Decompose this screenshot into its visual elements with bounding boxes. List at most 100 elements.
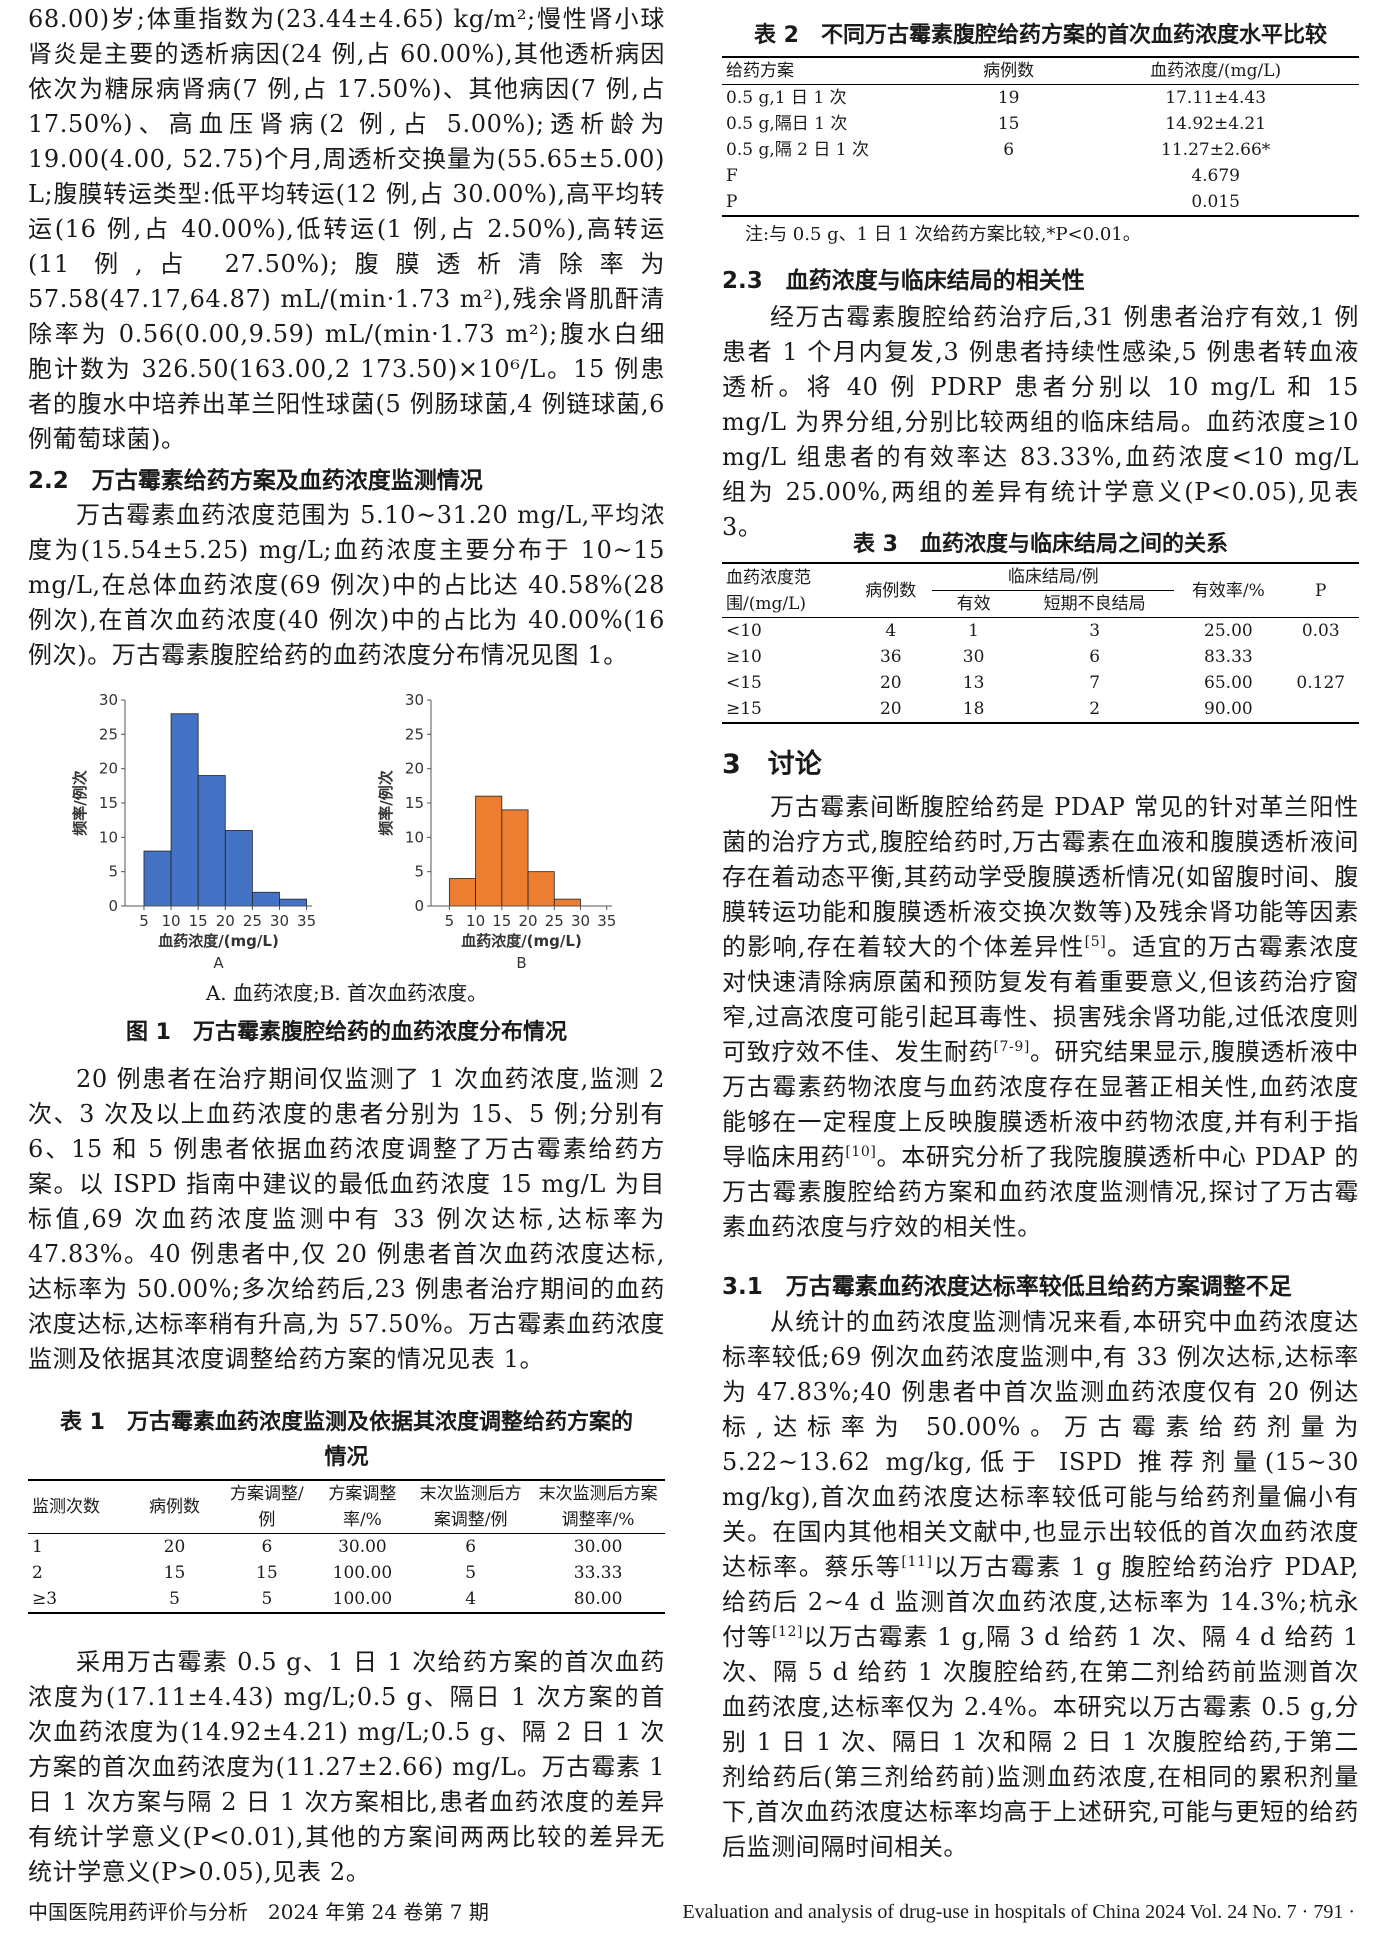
- y-tick-label: 25: [99, 725, 118, 743]
- table-cell: 19: [997, 88, 1020, 108]
- y-tick-label: 5: [108, 863, 118, 881]
- table-header: 末次监测后方案调整率/%: [538, 1484, 658, 1530]
- section-heading: 2.3 血药浓度与临床结局的相关性: [722, 268, 1085, 294]
- table-cell: 33.33: [573, 1563, 623, 1583]
- table-cell: 0.5 g,1 日 1 次: [726, 88, 847, 108]
- table-header: 临床结局/例: [932, 563, 1175, 591]
- figure: 0 5 10 15 20 25 30 5 10 15 20 25 30 35 血药浓度/(mg/L) A 频率/…: [71, 691, 616, 972]
- x-tick-label: 15: [492, 912, 511, 930]
- table-cell: 30.00: [573, 1537, 623, 1557]
- table-header: 血药浓度范围/(mg/L): [726, 567, 811, 614]
- table: 监测次数 病例数 方案调整/例 方案调整率/% 末次监测后方案调整/例 末次监测…: [28, 1479, 665, 1614]
- table-cell: [945, 189, 1072, 216]
- x-tick-label: 20: [216, 912, 235, 930]
- x-tick-label: 5: [139, 912, 149, 930]
- bar: [170, 713, 199, 907]
- table-row: F 4.679: [722, 163, 1359, 189]
- table-cell: 17.11±4.43: [1165, 88, 1267, 108]
- table-cell: 6: [1089, 647, 1101, 667]
- table-cell: 18: [962, 699, 985, 719]
- table-cell: 1: [32, 1537, 43, 1557]
- table-note: 注:与 0.5 g、1 日 1 次给药方案比较,*P<0.01。: [745, 224, 1141, 245]
- table-cell: 90.00: [1204, 699, 1253, 719]
- table-cell: 2: [1089, 699, 1101, 719]
- table-cell: 0.5 g,隔日 1 次: [726, 114, 848, 134]
- table-cell: 0.03: [1301, 621, 1340, 641]
- table-cell: 2: [32, 1563, 43, 1583]
- table-row: <15 20 13 7 65.00 0.127: [722, 670, 1359, 696]
- x-tick-label: 5: [445, 912, 455, 930]
- y-tick-label: 10: [99, 828, 118, 846]
- table-row: 0.5 g,隔 2 日 1 次 6 11.27±2.66*: [722, 137, 1359, 163]
- table-cell: <15: [726, 673, 762, 693]
- x-tick-label: 30: [270, 912, 289, 930]
- table-cell: [945, 163, 1072, 189]
- table-row: 0.5 g,1 日 1 次 19 17.11±4.43: [722, 85, 1359, 112]
- table-cell: 5: [169, 1589, 180, 1609]
- table-title: 表 1 万古霉素血药浓度监测及依据其浓度调整给药方案的情况: [60, 1410, 633, 1470]
- table-header: 监测次数: [32, 1497, 100, 1517]
- x-tick-label: 35: [297, 912, 316, 930]
- table-cell: 5: [465, 1563, 477, 1583]
- table-row: ≥10 36 30 6 83.33: [722, 644, 1359, 670]
- paragraph: 万古霉素血药浓度范围为 5.10~31.20 mg/L,平均浓度为(15.54±…: [28, 501, 665, 669]
- table-cell: 11.27±2.66*: [1161, 140, 1271, 160]
- table-cell: 7: [1089, 673, 1101, 693]
- table: 血药浓度范围/(mg/L) 病例数 临床结局/例 有效率/% P 有效 短期不良…: [722, 562, 1359, 724]
- table-header: 末次监测后方案调整/例: [419, 1484, 522, 1530]
- table-cell: 0.015: [1191, 192, 1240, 212]
- table-cell: 36: [879, 647, 902, 667]
- table-row: ≥3 5 5 100.00 4 80.00: [28, 1586, 665, 1613]
- x-tick-label: 30: [571, 912, 590, 930]
- table-cell: 4: [885, 621, 897, 641]
- table-cell: 15: [997, 114, 1020, 134]
- figure-caption: A. 血药浓度;B. 首次血药浓度。: [205, 981, 488, 1005]
- x-axis-label: 血药浓度/(mg/L): [461, 932, 582, 950]
- table-cell: 0.127: [1296, 673, 1346, 693]
- table-cell: 4.679: [1191, 166, 1240, 186]
- x-tick-label: 35: [597, 912, 616, 930]
- section-heading: 3 讨论: [722, 749, 822, 780]
- paragraph: 万古霉素间断腹腔给药是 PDAP 常见的针对革兰阳性菌的治疗方式,腹腔给药时,万…: [722, 793, 1360, 1241]
- table-header: P: [1315, 580, 1327, 601]
- table-cell: ≥3: [32, 1589, 58, 1609]
- table-header: 有效: [956, 594, 991, 614]
- table-cell: 20: [163, 1537, 186, 1557]
- table-cell: 6: [465, 1537, 477, 1557]
- table-header: 方案调整/例: [229, 1484, 304, 1530]
- table-header: 给药方案: [726, 61, 794, 81]
- figure-title: 图 1 万古霉素腹腔给药的血药浓度分布情况: [126, 1020, 567, 1045]
- bar: [224, 830, 253, 907]
- table-cell: 4: [465, 1589, 477, 1609]
- table-cell: 6: [261, 1537, 273, 1557]
- x-tick-label: 25: [243, 912, 262, 930]
- bar: [553, 898, 581, 907]
- table-cell: 20: [879, 699, 902, 719]
- y-axis-label: 频率/例次: [71, 770, 89, 835]
- x-tick-label: 25: [545, 912, 564, 930]
- table-cell: 30.00: [338, 1537, 387, 1557]
- table-cell: ≥10: [726, 647, 762, 667]
- paragraph: 采用万古霉素 0.5 g、1 日 1 次给药方案的首次血药浓度为(17.11±4…: [28, 1648, 665, 1886]
- panel-label: A: [213, 954, 224, 972]
- table-cell: ≥15: [726, 699, 762, 719]
- section-heading: 3.1 万古霉素血药浓度达标率较低且给药方案调整不足: [722, 1274, 1292, 1300]
- bar: [197, 775, 226, 907]
- bar: [143, 850, 172, 907]
- table-title: 表 3 血药浓度与临床结局之间的关系: [853, 532, 1228, 557]
- x-tick-label: 15: [189, 912, 208, 930]
- y-tick-label: 5: [414, 863, 424, 881]
- table: 给药方案 病例数 血药浓度/(mg/L) 0.5 g,1 日 1 次 19 17.1…: [722, 56, 1359, 217]
- table-row: P 0.015: [722, 189, 1359, 216]
- table-title: 表 2 不同万古霉素腹腔给药方案的首次血药浓度水平比较: [754, 23, 1327, 48]
- paragraph: 20 例患者在治疗期间仅监测了 1 次血药浓度,监测 2 次、3 次及以上血药浓…: [28, 1065, 665, 1373]
- table-row: ≥15 20 18 2 90.00: [722, 696, 1359, 723]
- table-row: 1 20 6 30.00 6 30.00: [28, 1534, 665, 1561]
- panel-label: B: [516, 954, 526, 972]
- table-header: 血药浓度/(mg/L): [1150, 61, 1282, 81]
- table-cell: 65.00: [1204, 673, 1253, 693]
- table-cell: 80.00: [573, 1589, 623, 1609]
- table-header: 短期不良结局: [1043, 594, 1146, 614]
- table-cell: [1283, 696, 1359, 723]
